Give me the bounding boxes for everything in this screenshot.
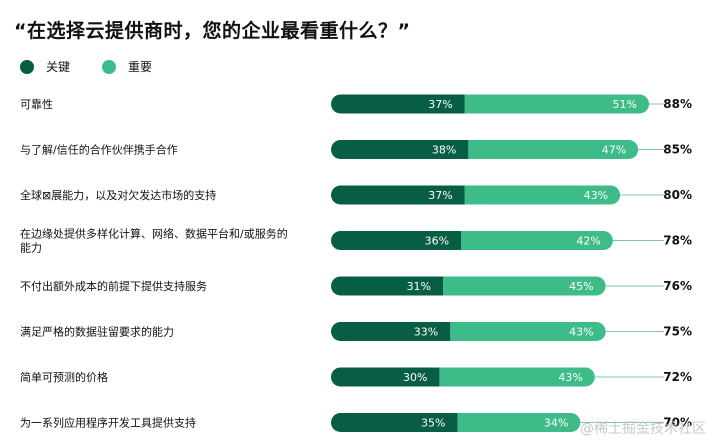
value-label-key: 30%	[403, 371, 427, 384]
bar-row: 不付出额外成本的前提下提供支持服务 31% 45% 76%	[20, 276, 692, 296]
value-label-important: 47%	[602, 144, 626, 157]
bar-segment-key	[331, 185, 465, 205]
bar-segment-important	[464, 185, 621, 205]
bar-segment-important	[464, 94, 649, 114]
bar-segment-important	[461, 231, 613, 250]
bar-segment-key	[331, 94, 465, 114]
category-label: 不付出额外成本的前提下提供支持服务	[20, 279, 207, 293]
total-label: 78%	[663, 234, 692, 248]
total-label: 72%	[663, 370, 692, 384]
legend-item-key: 关键	[20, 58, 70, 75]
bar-segment-key	[331, 140, 469, 159]
value-label-important: 45%	[569, 280, 593, 293]
value-label-key: 36%	[425, 235, 449, 248]
total-label: 75%	[663, 325, 692, 339]
value-label-key: 37%	[428, 98, 452, 111]
value-label-important: 43%	[584, 189, 608, 202]
bar-segment-important	[443, 276, 606, 296]
bar-segment-key	[331, 413, 458, 432]
category-label: 在边缘处提供多样化计算、网络、数据平台和/或服务的	[20, 227, 288, 241]
category-label: 全球⊠展能力，以及对欠发达市场的支持	[20, 188, 216, 202]
value-label-important: 43%	[558, 371, 582, 384]
value-label-important: 42%	[576, 235, 600, 248]
value-label-key: 35%	[421, 417, 445, 430]
total-label: 70%	[663, 416, 692, 430]
legend-important-label: 重要	[128, 60, 153, 74]
bar-segment-key	[331, 276, 444, 296]
value-label-important: 43%	[569, 326, 593, 339]
value-label-key: 38%	[432, 144, 456, 157]
category-label: 可靠性	[20, 97, 53, 111]
bar-row: 为一系列应用程序开发工具提供支持 35% 34% 70%	[20, 413, 692, 432]
total-label: 76%	[663, 279, 692, 293]
bar-segment-important	[450, 322, 606, 341]
category-label: 能力	[20, 241, 42, 255]
total-label: 80%	[663, 188, 692, 202]
category-label: 满足严格的数据驻留要求的能力	[20, 325, 174, 339]
bar-row: 可靠性 37% 51% 88%	[20, 94, 692, 114]
bar-row: 满足严格的数据驻留要求的能力 33% 43% 75%	[20, 322, 692, 341]
legend-key-swatch	[20, 59, 34, 74]
category-label: 为一系列应用程序开发工具提供支持	[20, 416, 196, 430]
category-label: 与了解/信任的合作伙伴携手合作	[20, 143, 178, 157]
legend-key-label: 关键	[46, 60, 71, 74]
legend-item-important: 重要	[102, 58, 152, 75]
value-label-important: 34%	[544, 417, 568, 430]
bar-segment-key	[331, 322, 451, 341]
legend-important-swatch	[102, 59, 116, 74]
bar-segment-important	[439, 367, 595, 387]
bar-segment-key	[331, 231, 462, 250]
bar-row: 与了解/信任的合作伙伴携手合作 38% 47% 85%	[20, 140, 692, 159]
total-label: 88%	[663, 97, 692, 111]
value-label-key: 33%	[414, 326, 438, 339]
value-label-key: 31%	[407, 280, 431, 293]
chart-title: “在选择云提供商时，您的企业最看重什么？”	[14, 20, 411, 42]
bar-row: 简单可预测的价格 30% 43% 72%	[20, 367, 692, 387]
watermark: @稀土掘金技术社区	[580, 421, 706, 437]
bar-segment-key	[331, 367, 440, 387]
value-label-important: 51%	[613, 98, 637, 111]
bar-segment-important	[468, 140, 639, 159]
category-label: 简单可预测的价格	[20, 370, 108, 384]
bar-segment-important	[457, 413, 581, 432]
total-label: 85%	[663, 143, 692, 157]
bar-row: 全球⊠展能力，以及对欠发达市场的支持 37% 43% 80%	[20, 185, 692, 205]
value-label-key: 37%	[428, 189, 452, 202]
